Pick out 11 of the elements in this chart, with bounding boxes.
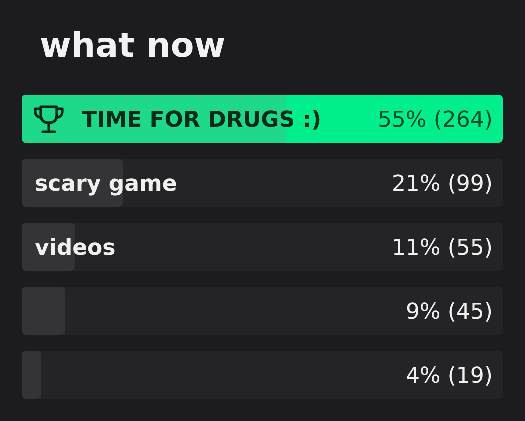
data-label: 9% (45) bbox=[406, 300, 493, 325]
data-label: 55% (264) bbox=[378, 108, 493, 133]
data-label: 4% (19) bbox=[406, 364, 493, 389]
bar bbox=[22, 287, 66, 335]
data-label: 21% (99) bbox=[392, 172, 493, 197]
y-tick-label: videos bbox=[35, 236, 116, 261]
bar bbox=[22, 351, 42, 399]
y-tick-label: scary game bbox=[35, 172, 178, 197]
y-tick-label: TIME FOR DRUGS :) bbox=[82, 108, 322, 133]
chart-title: what now bbox=[40, 26, 226, 66]
data-label: 11% (55) bbox=[392, 236, 493, 261]
